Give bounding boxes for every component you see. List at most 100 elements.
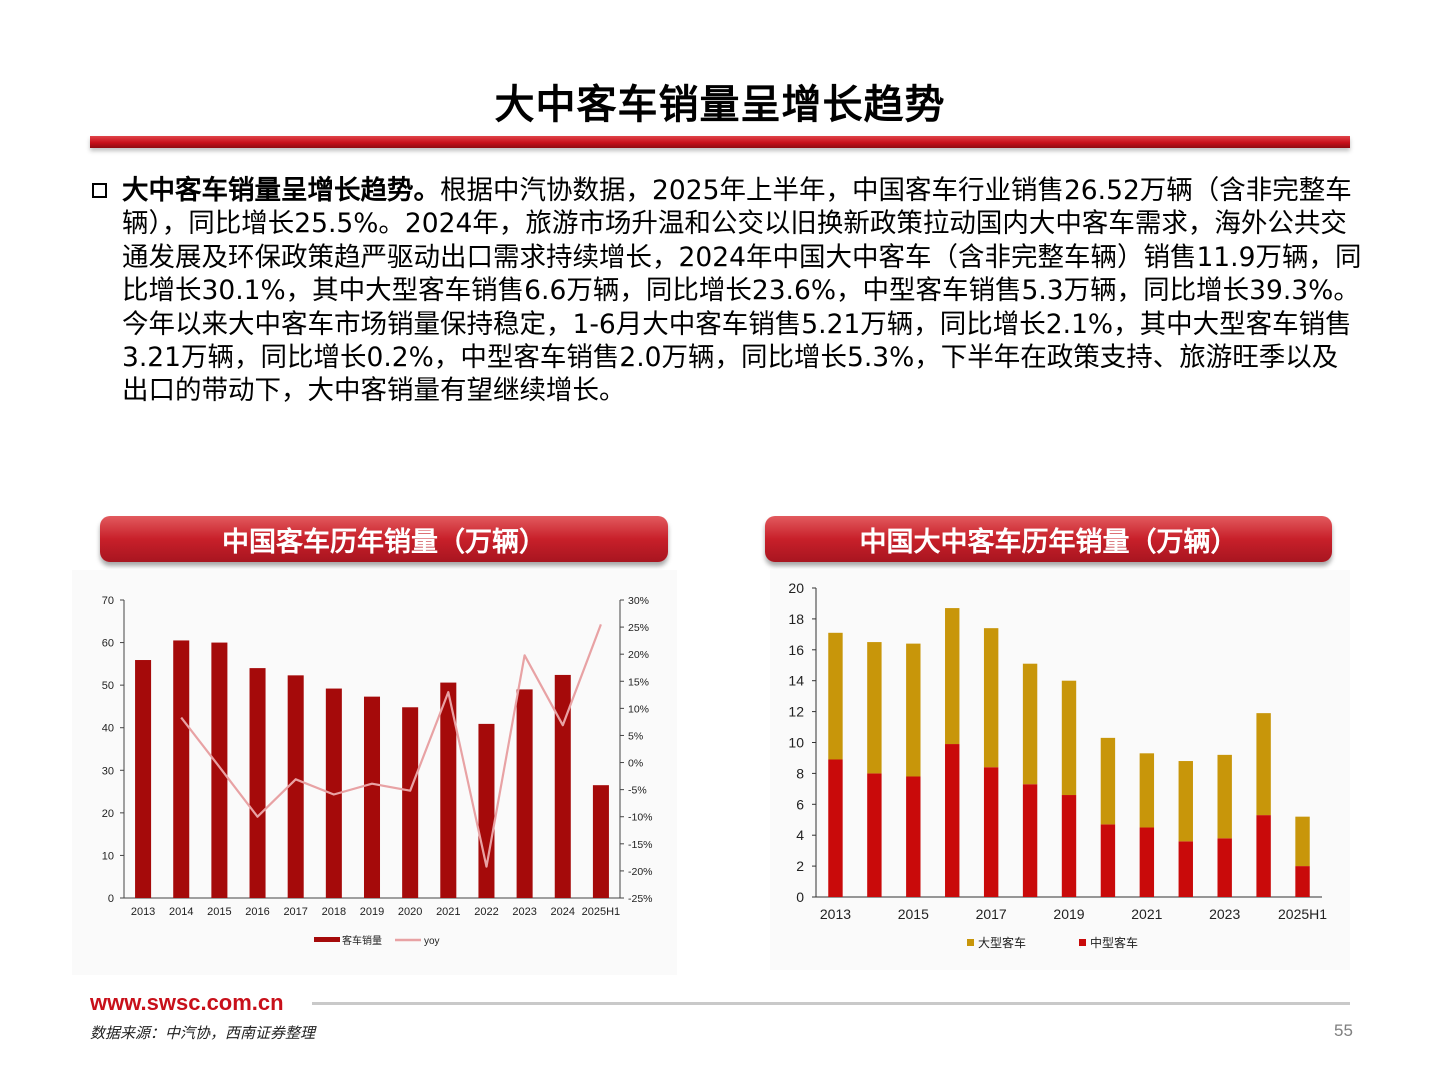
x-tick-label: 2020 [398,906,422,918]
page-title: 大中客车销量呈增长趋势 [494,82,946,128]
y-tick-label: 8 [796,765,804,781]
left-y-tick-label: 50 [102,680,114,692]
large-bus-bar [1100,737,1116,825]
x-tick-label: 2023 [512,906,536,918]
y-tick-label: 0 [796,889,804,905]
legend-sales-swatch [314,937,340,942]
sales-bar [211,642,228,898]
y-tick-label: 10 [788,735,804,751]
large-bus-bar [1178,761,1193,842]
right-y-tick-label: -5% [628,785,647,797]
right-y-tick-label: -20% [628,866,653,878]
left-y-tick-label: 10 [102,850,114,862]
legend-large-bus-swatch [967,939,974,946]
sales-bar [440,682,457,898]
x-tick-label: 2017 [976,906,1007,922]
legend-yoy-label: yoy [424,936,440,947]
large-bus-bar [906,643,921,777]
y-tick-label: 12 [788,704,804,720]
summary-paragraph: 大中客车销量呈增长趋势。根据中汽协数据，2025年上半年，中国客车行业销售26.… [122,174,1362,408]
bus-sales-chart: 0 10 20 30 40 50 60 70 -25% -20% -15% -10% -5% 0% 5% 10… [72,570,677,975]
sales-bar [363,696,381,898]
medium-bus-bar [983,767,999,897]
medium-bus-bar [1061,795,1077,897]
data-source-note: 数据来源：中汽协，西南证券整理 [90,1024,316,1042]
chart-right-background [770,570,1350,970]
legend-large-bus-label: 大型客车 [978,935,1026,950]
large-bus-bar [983,628,999,768]
large-bus-bar [1217,754,1232,839]
large-bus-bar [1139,753,1155,828]
sales-bar [287,675,304,898]
legend-sales-label: 客车销量 [342,934,382,947]
sales-bar [249,668,266,898]
medium-bus-bar [1178,841,1193,897]
legend-medium-bus-label: 中型客车 [1090,935,1138,950]
x-tick-label: 2015 [207,906,231,918]
right-y-tick-label: 5% [628,730,643,742]
legend-medium-bus-swatch [1079,939,1086,946]
x-tick-label: 2025H1 [1278,906,1327,922]
bullet-square-icon [92,183,107,198]
right-y-tick-label: 15% [628,676,649,688]
x-tick-label: 2017 [283,906,307,918]
x-tick-label: 2015 [898,906,929,922]
medium-bus-bar [867,773,882,897]
sales-bar [478,723,495,898]
x-tick-label: 2023 [1209,906,1240,922]
sales-bar [592,785,609,898]
y-tick-label: 4 [796,827,804,843]
title-underline-bar [90,136,1350,148]
left-y-tick-label: 0 [108,893,114,905]
large-bus-bar [1295,816,1310,867]
medium-bus-bar [1295,866,1310,897]
y-tick-label: 6 [796,796,804,812]
x-tick-label: 2022 [474,906,498,918]
sales-bar [135,660,152,898]
x-tick-label: 2016 [245,906,269,918]
x-tick-label: 2019 [360,906,384,918]
x-tick-label: 2013 [131,906,155,918]
sales-bar [516,689,533,898]
x-tick-label: 2013 [820,906,851,922]
left-y-tick-label: 40 [102,723,114,735]
left-y-tick-label: 30 [102,765,114,777]
x-tick-label: 2025H1 [582,906,621,918]
large-bus-bar [828,632,843,760]
right-y-tick-label: 25% [628,622,649,634]
summary-body: 根据中汽协数据，2025年上半年，中国客车行业销售26.52万辆（含非完整车辆）… [122,175,1362,407]
yoy-line [180,624,602,868]
right-y-tick-label: 30% [628,595,649,607]
footer-divider [312,1002,1350,1005]
large-bus-bar [1061,680,1077,796]
large-bus-bar [1022,663,1038,785]
medium-bus-bar [828,759,843,897]
sales-bar [402,707,419,898]
medium-bus-bar [1217,838,1232,897]
summary-lead: 大中客车销量呈增长趋势。 [122,175,440,206]
medium-bus-bar [1022,784,1038,897]
large-bus-bar [867,642,882,774]
right-chart-title: 中国大中客车历年销量（万辆） [765,516,1332,562]
y-tick-label: 20 [788,580,804,596]
x-tick-label: 2024 [551,906,575,918]
x-tick-label: 2014 [169,906,193,918]
medium-bus-bar [906,776,921,897]
medium-bus-bar [1100,824,1116,897]
right-y-tick-label: -15% [628,839,653,851]
page-number: 55 [1334,1021,1353,1040]
left-chart-title: 中国客车历年销量（万辆） [100,516,668,562]
x-tick-label: 2018 [322,906,346,918]
medium-bus-bar [1256,815,1271,897]
right-y-tick-label: -25% [628,893,653,905]
x-tick-label: 2019 [1053,906,1084,922]
left-y-tick-label: 20 [102,808,114,820]
x-tick-label: 2021 [1131,906,1162,922]
footer-url[interactable]: www.swsc.com.cn [90,990,284,1015]
x-tick-label: 2021 [436,906,460,918]
large-medium-bus-sales-chart: 0 2 4 6 8 10 12 14 16 18 20 2013 2015 2017 2019 2021 202… [770,570,1350,970]
y-tick-label: 16 [788,642,804,658]
medium-bus-bar [1139,827,1155,897]
sales-bar [554,674,571,898]
sales-bar [325,688,342,898]
